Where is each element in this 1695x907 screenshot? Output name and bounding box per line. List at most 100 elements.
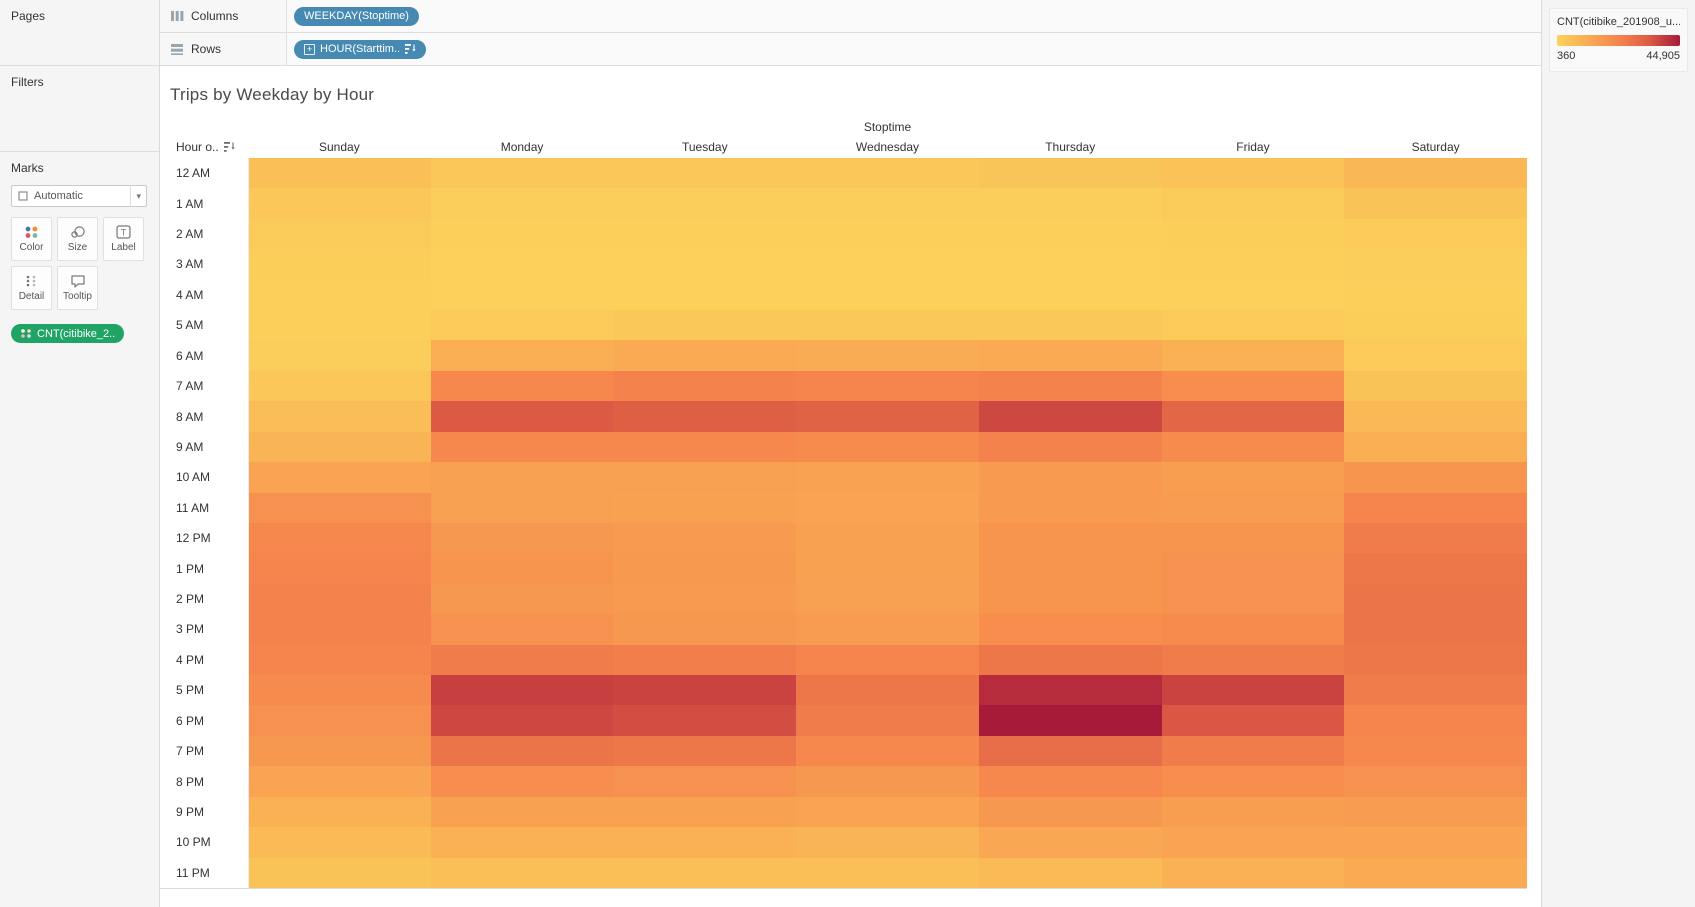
heat-cell[interactable]	[1161, 218, 1345, 250]
heat-cell[interactable]	[796, 644, 979, 676]
heat-cell[interactable]	[1161, 522, 1345, 554]
heat-cell[interactable]	[1161, 340, 1345, 371]
heat-cell[interactable]	[430, 401, 614, 432]
heat-cell[interactable]	[613, 431, 797, 463]
heat-cell[interactable]	[1344, 401, 1527, 432]
heat-cell[interactable]	[978, 370, 1162, 402]
heat-cell[interactable]	[248, 614, 431, 645]
heat-cell[interactable]	[1161, 279, 1345, 311]
heat-cell[interactable]	[613, 644, 797, 676]
heat-cell[interactable]	[248, 522, 431, 554]
heat-cell[interactable]	[613, 705, 797, 736]
row-header-hour[interactable]: 1 PM	[160, 553, 248, 584]
heat-cell[interactable]	[613, 796, 797, 828]
heat-cell[interactable]	[1344, 583, 1527, 615]
heat-cell[interactable]	[248, 766, 431, 797]
row-header-hour[interactable]: 12 PM	[160, 522, 248, 554]
heat-cell[interactable]	[796, 462, 979, 493]
heat-cell[interactable]	[1344, 340, 1527, 371]
heat-cell[interactable]	[613, 218, 797, 250]
heat-cell[interactable]	[248, 218, 431, 250]
heat-cell[interactable]	[978, 644, 1162, 676]
heat-cell[interactable]	[1161, 553, 1345, 584]
column-header-day[interactable]: Sunday	[319, 140, 360, 154]
heat-cell[interactable]	[1344, 857, 1527, 888]
heat-cell[interactable]	[796, 310, 979, 341]
heat-cell[interactable]	[430, 249, 614, 280]
row-header-hour[interactable]: 9 AM	[160, 431, 248, 463]
heat-cell[interactable]	[430, 675, 614, 706]
heat-cell[interactable]	[430, 370, 614, 402]
heat-cell[interactable]	[430, 188, 614, 219]
row-header-hour[interactable]: 9 PM	[160, 796, 248, 828]
heat-cell[interactable]	[613, 401, 797, 432]
heat-cell[interactable]	[1161, 735, 1345, 767]
heat-cell[interactable]	[248, 462, 431, 493]
row-axis-header[interactable]: Hour o..	[160, 140, 248, 154]
heat-cell[interactable]	[796, 249, 979, 280]
heat-cell[interactable]	[796, 340, 979, 371]
heat-cell[interactable]	[1161, 827, 1345, 858]
heat-cell[interactable]	[430, 796, 614, 828]
heat-cell[interactable]	[978, 735, 1162, 767]
heat-cell[interactable]	[796, 401, 979, 432]
heat-cell[interactable]	[1344, 705, 1527, 736]
heat-cell[interactable]	[1161, 310, 1345, 341]
heat-cell[interactable]	[978, 401, 1162, 432]
heat-cell[interactable]	[1344, 310, 1527, 341]
heat-cell[interactable]	[613, 370, 797, 402]
row-header-hour[interactable]: 8 PM	[160, 766, 248, 797]
heat-cell[interactable]	[430, 492, 614, 523]
column-header-day[interactable]: Saturday	[1411, 140, 1460, 154]
heat-cell[interactable]	[1161, 249, 1345, 280]
heat-cell[interactable]	[1344, 644, 1527, 676]
heat-cell[interactable]	[430, 583, 614, 615]
heat-cell[interactable]	[978, 158, 1162, 189]
heat-cell[interactable]	[430, 735, 614, 767]
heat-cell[interactable]	[248, 827, 431, 858]
heat-cell[interactable]	[1344, 796, 1527, 828]
heat-cell[interactable]	[613, 188, 797, 219]
heat-cell[interactable]	[796, 492, 979, 523]
heat-cell[interactable]	[796, 614, 979, 645]
heat-cell[interactable]	[430, 462, 614, 493]
detail-button[interactable]: Detail	[11, 266, 52, 310]
heat-cell[interactable]	[796, 279, 979, 311]
heat-cell[interactable]	[796, 158, 979, 189]
heat-cell[interactable]	[796, 796, 979, 828]
row-header-hour[interactable]: 6 PM	[160, 705, 248, 736]
row-header-hour[interactable]: 5 AM	[160, 310, 248, 341]
heat-cell[interactable]	[248, 492, 431, 523]
heat-cell[interactable]	[248, 553, 431, 584]
heat-cell[interactable]	[1161, 614, 1345, 645]
heat-cell[interactable]	[248, 583, 431, 615]
row-header-hour[interactable]: 4 AM	[160, 279, 248, 311]
rows-pill-hour-starttime[interactable]: + HOUR(Starttim..	[294, 39, 427, 59]
heat-cell[interactable]	[796, 735, 979, 767]
heat-cell[interactable]	[1161, 796, 1345, 828]
heat-cell[interactable]	[1344, 614, 1527, 645]
heat-cell[interactable]	[796, 553, 979, 584]
heat-cell[interactable]	[1344, 522, 1527, 554]
heat-cell[interactable]	[1161, 431, 1345, 463]
size-button[interactable]: Size	[57, 217, 98, 261]
row-header-hour[interactable]: 3 PM	[160, 614, 248, 645]
heat-cell[interactable]	[1344, 370, 1527, 402]
heat-cell[interactable]	[796, 218, 979, 250]
heat-cell[interactable]	[430, 340, 614, 371]
heat-cell[interactable]	[613, 462, 797, 493]
heat-cell[interactable]	[248, 249, 431, 280]
row-header-hour[interactable]: 7 AM	[160, 370, 248, 402]
heat-cell[interactable]	[1344, 675, 1527, 706]
pages-shelf[interactable]: Pages	[0, 0, 159, 66]
heat-cell[interactable]	[248, 644, 431, 676]
heat-cell[interactable]	[1161, 766, 1345, 797]
column-header-day[interactable]: Tuesday	[681, 140, 728, 154]
heat-cell[interactable]	[613, 614, 797, 645]
heat-cell[interactable]	[430, 827, 614, 858]
heat-cell[interactable]	[1161, 401, 1345, 432]
heat-cell[interactable]	[430, 218, 614, 250]
row-header-hour[interactable]: 2 PM	[160, 583, 248, 615]
heat-cell[interactable]	[248, 158, 431, 189]
row-header-hour[interactable]: 4 PM	[160, 644, 248, 676]
